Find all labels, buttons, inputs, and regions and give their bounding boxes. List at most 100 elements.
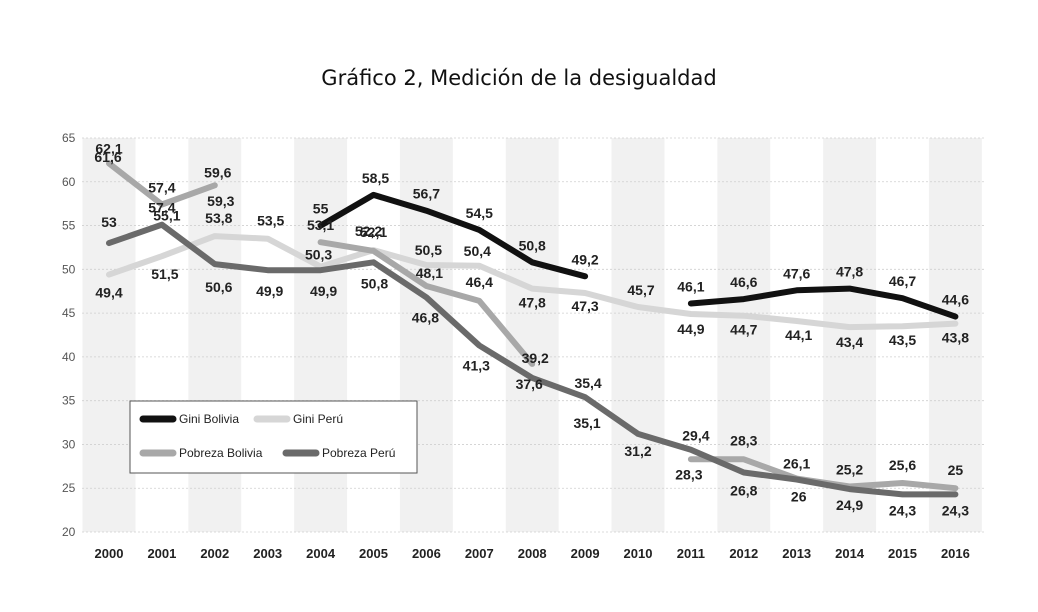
- data-label: 26: [791, 488, 807, 504]
- y-tick-label: 55: [62, 219, 76, 233]
- grid-band-2010: [611, 138, 665, 532]
- data-label: 52,2: [355, 223, 382, 239]
- y-tick-label: 20: [62, 525, 76, 539]
- legend-label: Pobreza Bolivia: [179, 446, 263, 460]
- data-label: 49,9: [310, 283, 337, 299]
- grid-band-2000: [82, 138, 136, 532]
- data-label: 53,1: [307, 217, 334, 233]
- data-label: 24,9: [836, 497, 863, 513]
- data-label: 53,8: [205, 210, 232, 226]
- data-label: 55: [313, 201, 329, 217]
- data-label: 55,1: [153, 208, 180, 224]
- data-label: 51,5: [151, 266, 178, 282]
- data-label: 44,1: [785, 327, 812, 343]
- data-label: 26,1: [783, 456, 810, 472]
- data-label: 25,6: [889, 457, 916, 473]
- data-label: 43,5: [889, 332, 916, 348]
- data-label: 45,7: [627, 282, 654, 298]
- data-labels: 55 58,5 56,7 54,5 50,8 49,2 46,1 46,6 47,6 47,8 46…: [94, 140, 969, 518]
- y-tick-label: 35: [62, 394, 76, 408]
- grid-band-2008: [505, 138, 559, 532]
- data-label: 29,4: [682, 428, 709, 444]
- x-tick-label: 2007: [465, 546, 494, 561]
- series-line-pobreza-bolivia: [317, 239, 536, 367]
- series-line-gini-bolivia: [687, 285, 959, 320]
- data-label: 57,4: [148, 180, 175, 196]
- y-axis: 20 25 30 35 40 45 50 55 60 65: [62, 131, 76, 539]
- data-label: 48,1: [416, 265, 443, 281]
- data-label: 44,6: [942, 292, 969, 308]
- data-label: 28,3: [675, 466, 702, 482]
- data-label: 50,3: [305, 247, 332, 263]
- series-line-pobreza-peru: [106, 221, 959, 498]
- data-label: 46,7: [889, 273, 916, 289]
- data-label: 39,2: [522, 350, 549, 366]
- data-label: 50,4: [464, 243, 491, 259]
- x-tick-label: 2006: [412, 546, 441, 561]
- data-label: 44,9: [677, 321, 704, 337]
- data-label: 46,4: [466, 274, 493, 290]
- data-label: 46,1: [677, 278, 704, 294]
- data-label: 41,3: [463, 358, 490, 374]
- y-tick-label: 30: [62, 437, 76, 451]
- y-tick-label: 45: [62, 306, 76, 320]
- data-label: 59,6: [204, 164, 231, 180]
- data-label: 25,2: [836, 461, 863, 477]
- data-label: 31,2: [624, 443, 651, 459]
- x-tick-label: 2009: [571, 546, 600, 561]
- data-label: 47,8: [836, 264, 863, 280]
- data-label: 54,5: [466, 205, 493, 221]
- data-label: 24,3: [942, 502, 969, 518]
- data-label: 47,8: [519, 295, 546, 311]
- data-label: 53: [101, 214, 117, 230]
- series-lines: [106, 160, 959, 498]
- data-label-extra: 57,4: [148, 200, 175, 216]
- series-line-gini-bolivia: [317, 191, 589, 280]
- data-label: 47,3: [571, 298, 598, 314]
- legend-label: Pobreza Perú: [322, 446, 395, 460]
- legend-label: Gini Perú: [293, 412, 343, 426]
- data-label: 26,8: [730, 482, 757, 498]
- data-label: 50,5: [415, 242, 442, 258]
- data-label: 28,3: [730, 432, 757, 448]
- data-label-extra: 59,3: [207, 193, 234, 209]
- data-label: 49,2: [571, 251, 598, 267]
- grid-bands: [82, 137, 985, 533]
- data-label: 53,5: [257, 213, 284, 229]
- x-tick-label: 2001: [147, 546, 176, 561]
- grid-band-2016: [928, 138, 982, 532]
- legend-label: Gini Bolivia: [179, 412, 239, 426]
- x-tick-label: 2003: [253, 546, 282, 561]
- data-label: 24,3: [889, 502, 916, 518]
- data-label: 43,4: [836, 334, 863, 350]
- data-label: 50,6: [205, 279, 232, 295]
- legend-box: [129, 400, 418, 474]
- x-tick-label: 2005: [359, 546, 388, 561]
- data-label: 46,8: [412, 309, 439, 325]
- y-tick-label: 60: [62, 175, 76, 189]
- data-label: 37,6: [516, 376, 543, 392]
- data-label: 49,9: [256, 283, 283, 299]
- data-label: 52,1: [360, 224, 387, 240]
- data-label-extra: 61,6: [94, 149, 121, 165]
- x-axis: 2000 2001 2002 2003 2004 2005 2006 2007 2008 2009…: [95, 546, 970, 561]
- data-label: 47,6: [783, 265, 810, 281]
- x-tick-label: 2008: [518, 546, 547, 561]
- data-label: 56,7: [413, 186, 440, 202]
- x-tick-label: 2000: [95, 546, 124, 561]
- data-label: 25: [948, 462, 964, 478]
- data-label: 44,7: [730, 322, 757, 338]
- data-label: 58,5: [362, 170, 389, 186]
- x-tick-label: 2010: [624, 546, 653, 561]
- x-tick-label: 2015: [888, 546, 917, 561]
- x-tick-label: 2011: [677, 546, 705, 561]
- grid-band-2014: [823, 138, 877, 532]
- y-tick-label: 50: [62, 262, 76, 276]
- legend: Gini Bolivia Gini Perú Pobreza Bolivia Pobr…: [129, 400, 418, 474]
- series-line-pobreza-bolivia: [106, 160, 218, 208]
- x-tick-label: 2016: [941, 546, 970, 561]
- data-label-extra: 35,1: [573, 415, 600, 431]
- x-tick-label: 2013: [782, 546, 811, 561]
- x-tick-label: 2004: [306, 546, 336, 561]
